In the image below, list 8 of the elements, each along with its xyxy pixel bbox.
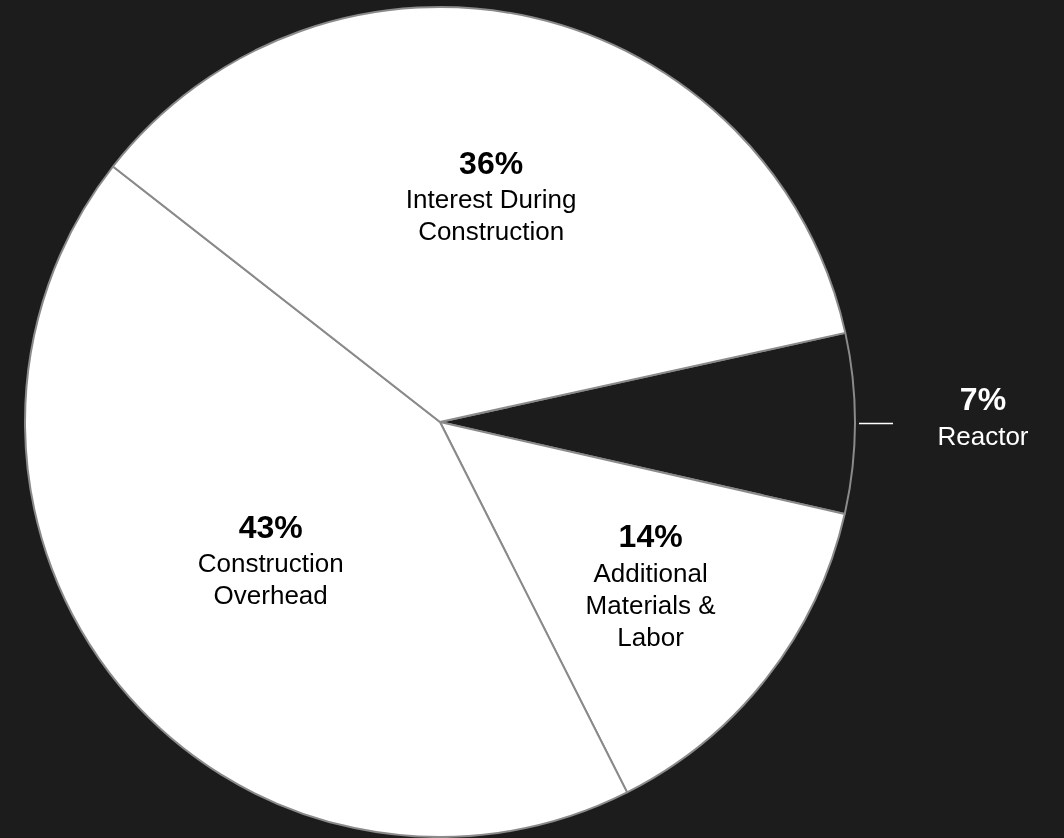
slice-label: Reactor [937,420,1029,451]
data-label: 7% [959,381,1007,418]
data-label: 43% [238,508,303,545]
slice-label: Interest During Construction [405,184,577,247]
slice-label: Additional Materials & Labor [585,557,716,652]
data-label: 14% [618,518,683,555]
slice-label: Construction Overhead [197,548,344,611]
data-label: 36% [459,144,524,181]
